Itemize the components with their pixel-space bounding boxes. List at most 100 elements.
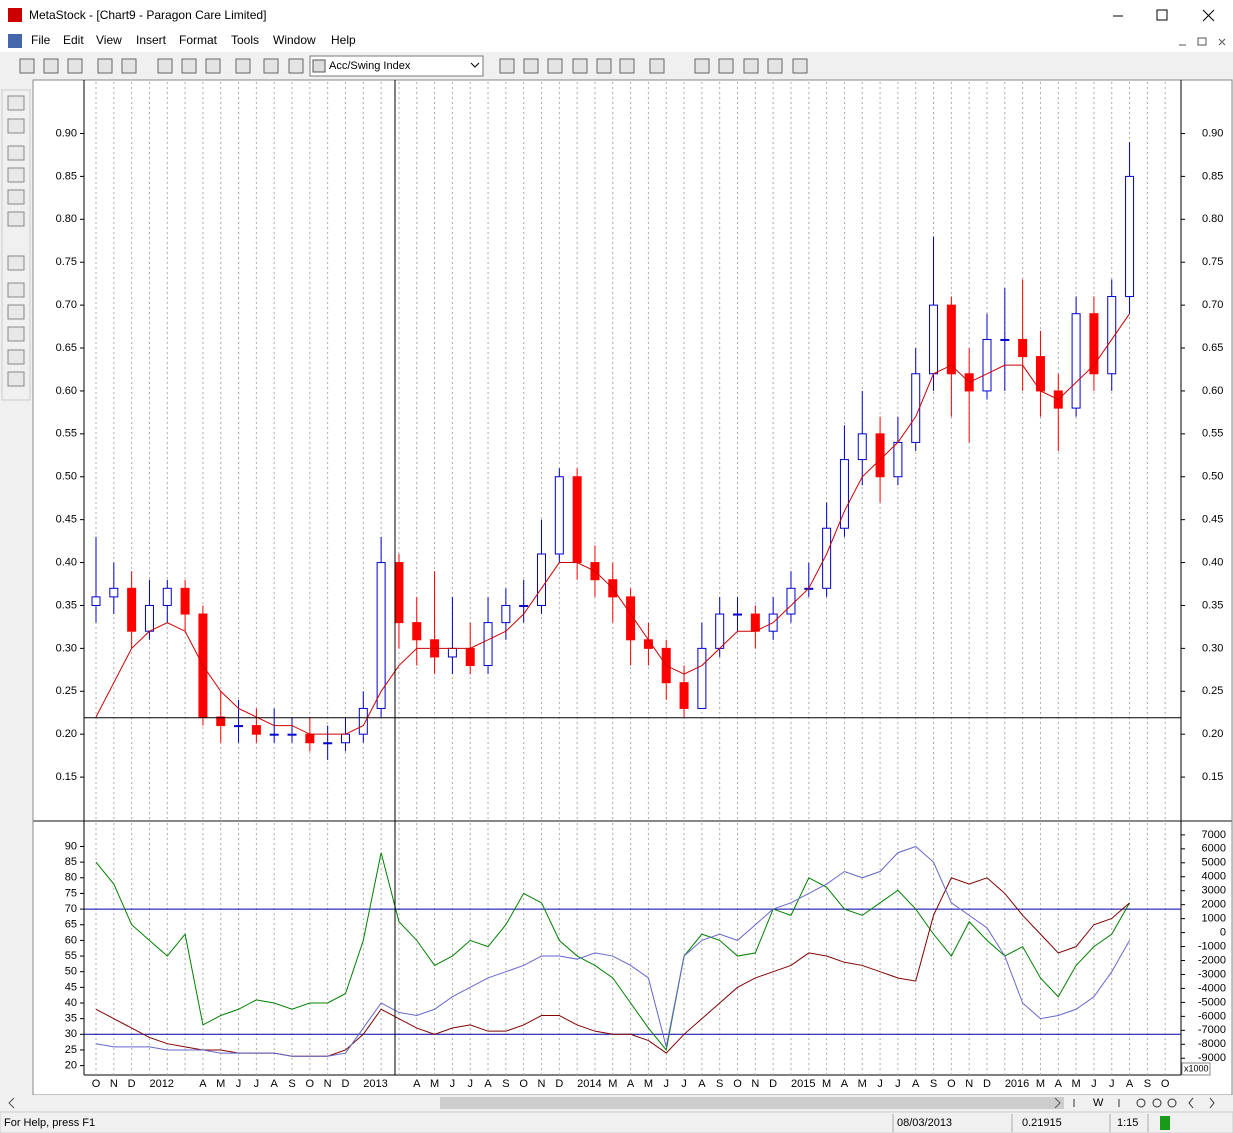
candle-body [893, 441, 903, 478]
combo-arrow[interactable] [470, 62, 480, 68]
candle-body [412, 622, 422, 641]
x-tick-label: 2014 [577, 1078, 601, 1090]
indicator-combo-text[interactable]: Acc/Swing Index [329, 60, 411, 72]
toolbar-button[interactable] [157, 58, 173, 74]
status-price: 0.21915 [1022, 1117, 1062, 1129]
menu-item[interactable]: File [31, 33, 51, 47]
candle-body [162, 587, 172, 606]
y-tick-label: 35 [65, 1013, 77, 1025]
toolbar-button[interactable] [523, 58, 539, 74]
zoom-button[interactable]: W [1093, 1097, 1104, 1109]
toolbar-button[interactable] [181, 58, 197, 74]
toolbar-button[interactable] [97, 58, 113, 74]
toolbar-button[interactable] [235, 58, 251, 74]
toolbar-button[interactable] [43, 58, 59, 74]
x-tick-label: D [983, 1078, 991, 1090]
y-tick-label-right: 0.55 [1202, 428, 1223, 440]
candle-body [287, 733, 297, 736]
indicator-line [95, 845, 1130, 1057]
x-tick-label: D [342, 1078, 350, 1090]
toolbar-button[interactable] [767, 58, 783, 74]
indicator-combo[interactable] [309, 55, 484, 77]
candle-body [554, 476, 564, 555]
menu-item[interactable]: Help [331, 33, 356, 47]
x-tick-label: M [216, 1078, 225, 1090]
x-tick-label: 2013 [363, 1078, 387, 1090]
x-tick-label: A [1126, 1078, 1134, 1090]
toolbar-button[interactable] [792, 58, 808, 74]
candle-body [679, 682, 689, 709]
toolbar-button[interactable] [121, 58, 137, 74]
y-tick-label: 20 [65, 1060, 77, 1072]
palette-button[interactable] [7, 211, 25, 227]
toolbar-button[interactable] [499, 58, 515, 74]
zoom-reset[interactable] [1152, 1098, 1162, 1108]
x-tick-label: J [663, 1078, 669, 1090]
toolbar-button[interactable] [743, 58, 759, 74]
palette-button[interactable] [7, 304, 25, 320]
candle-body [251, 725, 261, 735]
candle-body [537, 553, 546, 606]
y-tick-label: 40 [65, 997, 77, 1009]
toolbar-button[interactable] [288, 58, 304, 74]
y2-tick-label: -6000 [1198, 1010, 1226, 1022]
palette-button[interactable] [7, 145, 25, 161]
y-tick-label: 85 [65, 856, 77, 868]
zoom-out[interactable] [1136, 1098, 1146, 1108]
y-tick-label-right: 0.50 [1202, 471, 1223, 483]
scroll-arrows[interactable] [8, 1097, 1061, 1109]
menu-item[interactable]: Edit [63, 33, 84, 47]
toolbar-button[interactable] [718, 58, 734, 74]
palette-button[interactable] [7, 118, 25, 134]
x-tick-label: N [110, 1078, 118, 1090]
y2-tick-label: -4000 [1198, 982, 1226, 994]
mdi-controls[interactable] [1179, 37, 1226, 46]
y-tick-label-right: 0.80 [1202, 213, 1223, 225]
menu: File Edit View Insert Format Tools Window Help [31, 33, 356, 47]
toolbar-button[interactable] [596, 58, 612, 74]
y-tick-label: 0.35 [56, 599, 77, 611]
palette-button[interactable] [7, 326, 25, 342]
zoom-in[interactable] [1167, 1098, 1177, 1108]
toolbar-button[interactable] [67, 58, 83, 74]
toolbar-button[interactable] [547, 58, 563, 74]
scroll-buttons[interactable] [1073, 1097, 1215, 1109]
toolbar-button[interactable] [19, 58, 35, 74]
palette-button[interactable] [7, 95, 25, 111]
toolbar-button[interactable] [694, 58, 710, 74]
menu-item[interactable]: Tools [231, 33, 259, 47]
palette-button[interactable] [7, 282, 25, 298]
toolbar-button[interactable] [619, 58, 635, 74]
y-tick-label: 0.65 [56, 342, 77, 354]
menu-item[interactable]: Window [273, 33, 316, 47]
palette-button[interactable] [7, 371, 25, 387]
palette-button[interactable] [7, 189, 25, 205]
status-bar [0, 1111, 1233, 1133]
y-tick-label: 30 [65, 1028, 77, 1040]
x-tick-label: O [733, 1078, 742, 1090]
scroll-thumb[interactable] [440, 1097, 1064, 1109]
menu-item[interactable]: Insert [136, 33, 167, 47]
palette-button[interactable] [7, 255, 25, 271]
menu-item[interactable]: View [96, 33, 122, 47]
candle-body [786, 587, 796, 615]
y-tick-label: 45 [65, 981, 77, 993]
maximize-button[interactable] [1156, 9, 1168, 21]
toolbar-button[interactable] [205, 58, 221, 74]
y2-tick-label: -1000 [1198, 940, 1226, 952]
palette-button[interactable] [7, 167, 25, 183]
candle-body [822, 527, 832, 589]
x-tick-label: J [1109, 1078, 1115, 1090]
y2-tick-label: -9000 [1198, 1052, 1226, 1064]
candle-body [305, 733, 315, 744]
close-button[interactable] [1202, 9, 1215, 22]
y-tick-label: 60 [65, 934, 77, 946]
toolbar-button[interactable] [572, 58, 588, 74]
x-tick-label: M [644, 1078, 653, 1090]
menu-item[interactable]: Format [179, 33, 218, 47]
toolbar-button[interactable] [649, 58, 665, 74]
palette-button[interactable] [7, 349, 25, 365]
toolbar-button[interactable] [263, 58, 279, 74]
x-tick-label: A [627, 1078, 635, 1090]
candle-body [447, 647, 457, 658]
